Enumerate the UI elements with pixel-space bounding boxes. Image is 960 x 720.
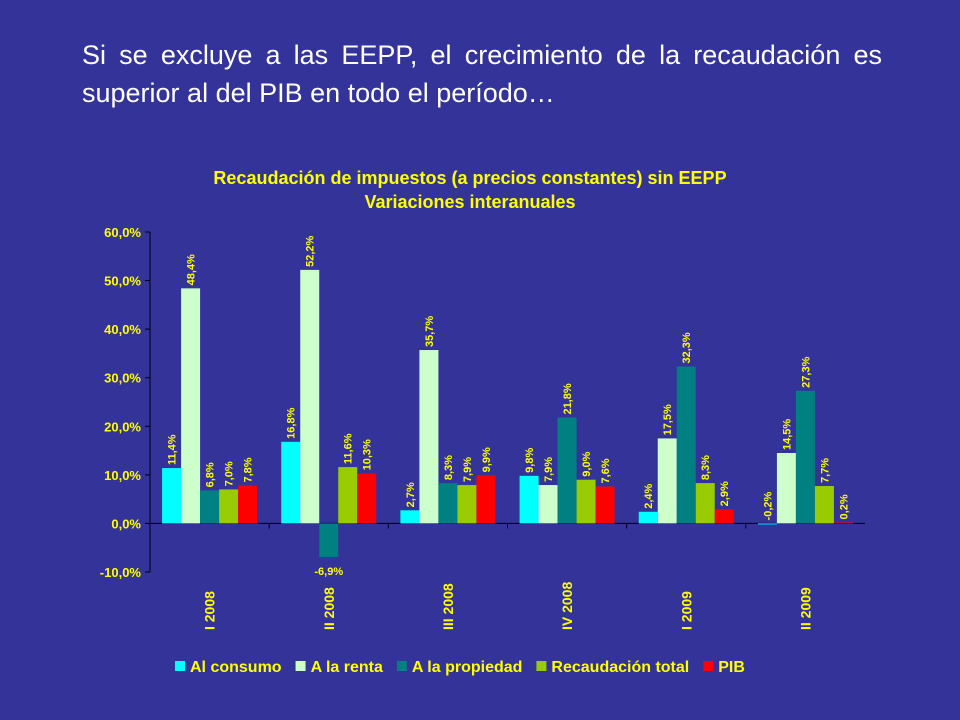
data-label: 9,9% — [481, 447, 493, 472]
bar — [400, 510, 420, 524]
bar — [281, 441, 301, 524]
data-label: 8,3% — [700, 455, 712, 480]
bar — [595, 486, 615, 524]
data-label: -0,2% — [762, 491, 774, 520]
data-label: 7,7% — [819, 458, 831, 483]
bar — [538, 485, 558, 524]
bar — [676, 366, 696, 524]
chart-subtitle: Variaciones interanuales — [364, 192, 575, 212]
x-tick-label: II 2008 — [321, 587, 337, 630]
data-label: 11,4% — [167, 434, 179, 465]
legend-swatch — [703, 661, 714, 671]
data-label: -6,9% — [314, 566, 343, 578]
y-tick-label: 0,0% — [111, 516, 141, 531]
data-label: 11,6% — [343, 433, 355, 464]
data-label: 52,2% — [305, 235, 317, 266]
data-label: 27,3% — [800, 356, 812, 387]
bar — [238, 485, 258, 524]
data-label: 7,9% — [462, 457, 474, 482]
data-label: 9,0% — [581, 451, 593, 476]
data-label: 9,8% — [524, 448, 536, 473]
bar — [638, 511, 658, 524]
bar — [476, 475, 496, 524]
bar — [833, 522, 853, 524]
plot-area: -10,0% 0,0% 10,0% 20,0% 30,0% 40,0% 50,0% 60,0%… — [100, 225, 865, 630]
legend-swatch — [536, 661, 547, 671]
bar — [657, 438, 677, 524]
bar — [319, 523, 339, 557]
bar — [300, 269, 320, 524]
y-tick-label: 60,0% — [104, 225, 141, 240]
y-tick-label: 30,0% — [104, 371, 141, 386]
data-label: 2,4% — [643, 483, 655, 508]
data-label: 2,9% — [719, 481, 731, 506]
bar — [200, 490, 220, 524]
y-tick-label: 50,0% — [104, 274, 141, 289]
legend-label: Al consumo — [190, 659, 282, 676]
legend-swatch — [295, 661, 306, 671]
bar — [795, 390, 815, 524]
data-label: 7,6% — [600, 458, 612, 483]
x-tick-label: IV 2008 — [559, 582, 575, 630]
bar — [419, 350, 439, 524]
legend-swatch — [396, 661, 407, 671]
bar — [519, 475, 539, 524]
bar — [338, 467, 358, 524]
bar — [757, 523, 777, 525]
bar — [457, 485, 477, 524]
bar — [557, 417, 577, 524]
data-label: 2,7% — [405, 482, 417, 507]
bar — [776, 453, 796, 524]
bar — [714, 509, 734, 524]
chart-title: Recaudación de impuestos (a precios cons… — [213, 168, 726, 188]
data-label: 32,3% — [681, 332, 693, 363]
y-tick-label: 10,0% — [104, 468, 141, 483]
bar — [181, 288, 201, 524]
data-label: 17,5% — [662, 404, 674, 435]
x-tick-label: III 2008 — [440, 583, 456, 630]
data-label: 7,0% — [224, 461, 236, 486]
x-tick-label: II 2009 — [797, 587, 813, 630]
data-label: 7,8% — [243, 457, 255, 482]
legend-label: A la propiedad — [412, 659, 523, 676]
data-label: 16,8% — [286, 407, 298, 438]
x-tick-label: I 2009 — [678, 591, 694, 630]
legend: Al consumo A la renta A la propiedad Recaud… — [175, 659, 745, 676]
bar — [814, 486, 834, 524]
legend-label: Recaudación total — [551, 659, 689, 676]
data-label: 0,2% — [838, 494, 850, 519]
bar — [162, 468, 182, 524]
data-label: 7,9% — [543, 457, 555, 482]
data-label: 35,7% — [424, 316, 436, 347]
y-tick-label: 40,0% — [104, 322, 141, 337]
data-label: 14,5% — [781, 419, 793, 450]
data-label: 6,8% — [205, 462, 217, 487]
legend-swatch — [175, 661, 185, 671]
legend-label: A la renta — [311, 659, 383, 676]
legend-label: PIB — [718, 659, 745, 676]
data-label: 48,4% — [186, 254, 198, 285]
bar — [576, 479, 596, 524]
y-tick-label: -10,0% — [100, 565, 142, 580]
bar — [695, 483, 715, 524]
y-tick-label: 20,0% — [104, 419, 141, 434]
data-label: 21,8% — [562, 383, 574, 414]
data-label: 8,3% — [443, 455, 455, 480]
bar — [219, 489, 239, 524]
slide-headline: Si se excluye a las EEPP, el crecimiento… — [82, 40, 882, 108]
bar — [357, 473, 377, 524]
bar — [438, 483, 458, 524]
x-tick-label: I 2008 — [202, 591, 218, 630]
data-label: 10,3% — [362, 439, 374, 470]
